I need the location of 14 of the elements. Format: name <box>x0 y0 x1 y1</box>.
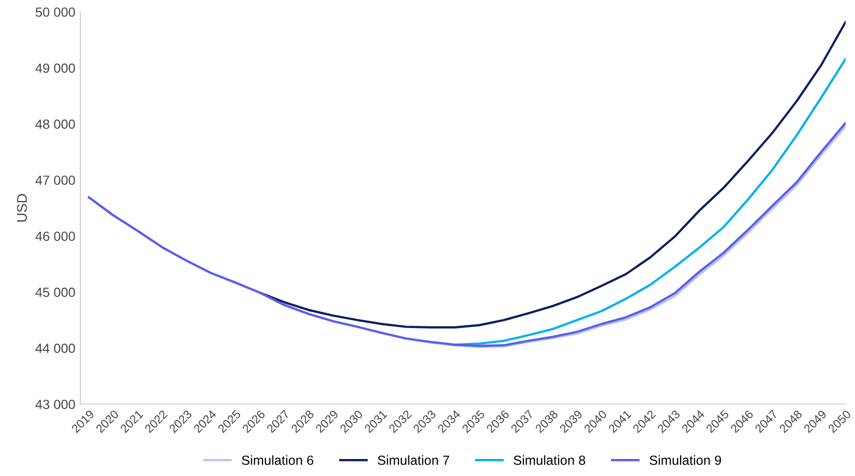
y-tick-label: 43 000 <box>35 400 75 410</box>
legend-label: Simulation 7 <box>378 455 450 465</box>
y-tick-label: 50 000 <box>36 7 75 17</box>
y-axis-title: USD <box>17 194 27 222</box>
line-series <box>258 20 846 328</box>
y-tick-label: 45 000 <box>35 288 75 297</box>
y-tick-label: 49 000 <box>35 64 75 73</box>
y-tick-label: 47 000 <box>35 176 75 185</box>
legend-label: Simulation 8 <box>514 455 586 465</box>
legend-label: Simulation 9 <box>650 455 722 465</box>
y-tick-label: 46 000 <box>35 232 75 241</box>
legend-label: Simulation 6 <box>242 455 314 465</box>
y-tick-label: 48 000 <box>35 120 75 129</box>
y-tick-label: 44 000 <box>35 344 75 354</box>
